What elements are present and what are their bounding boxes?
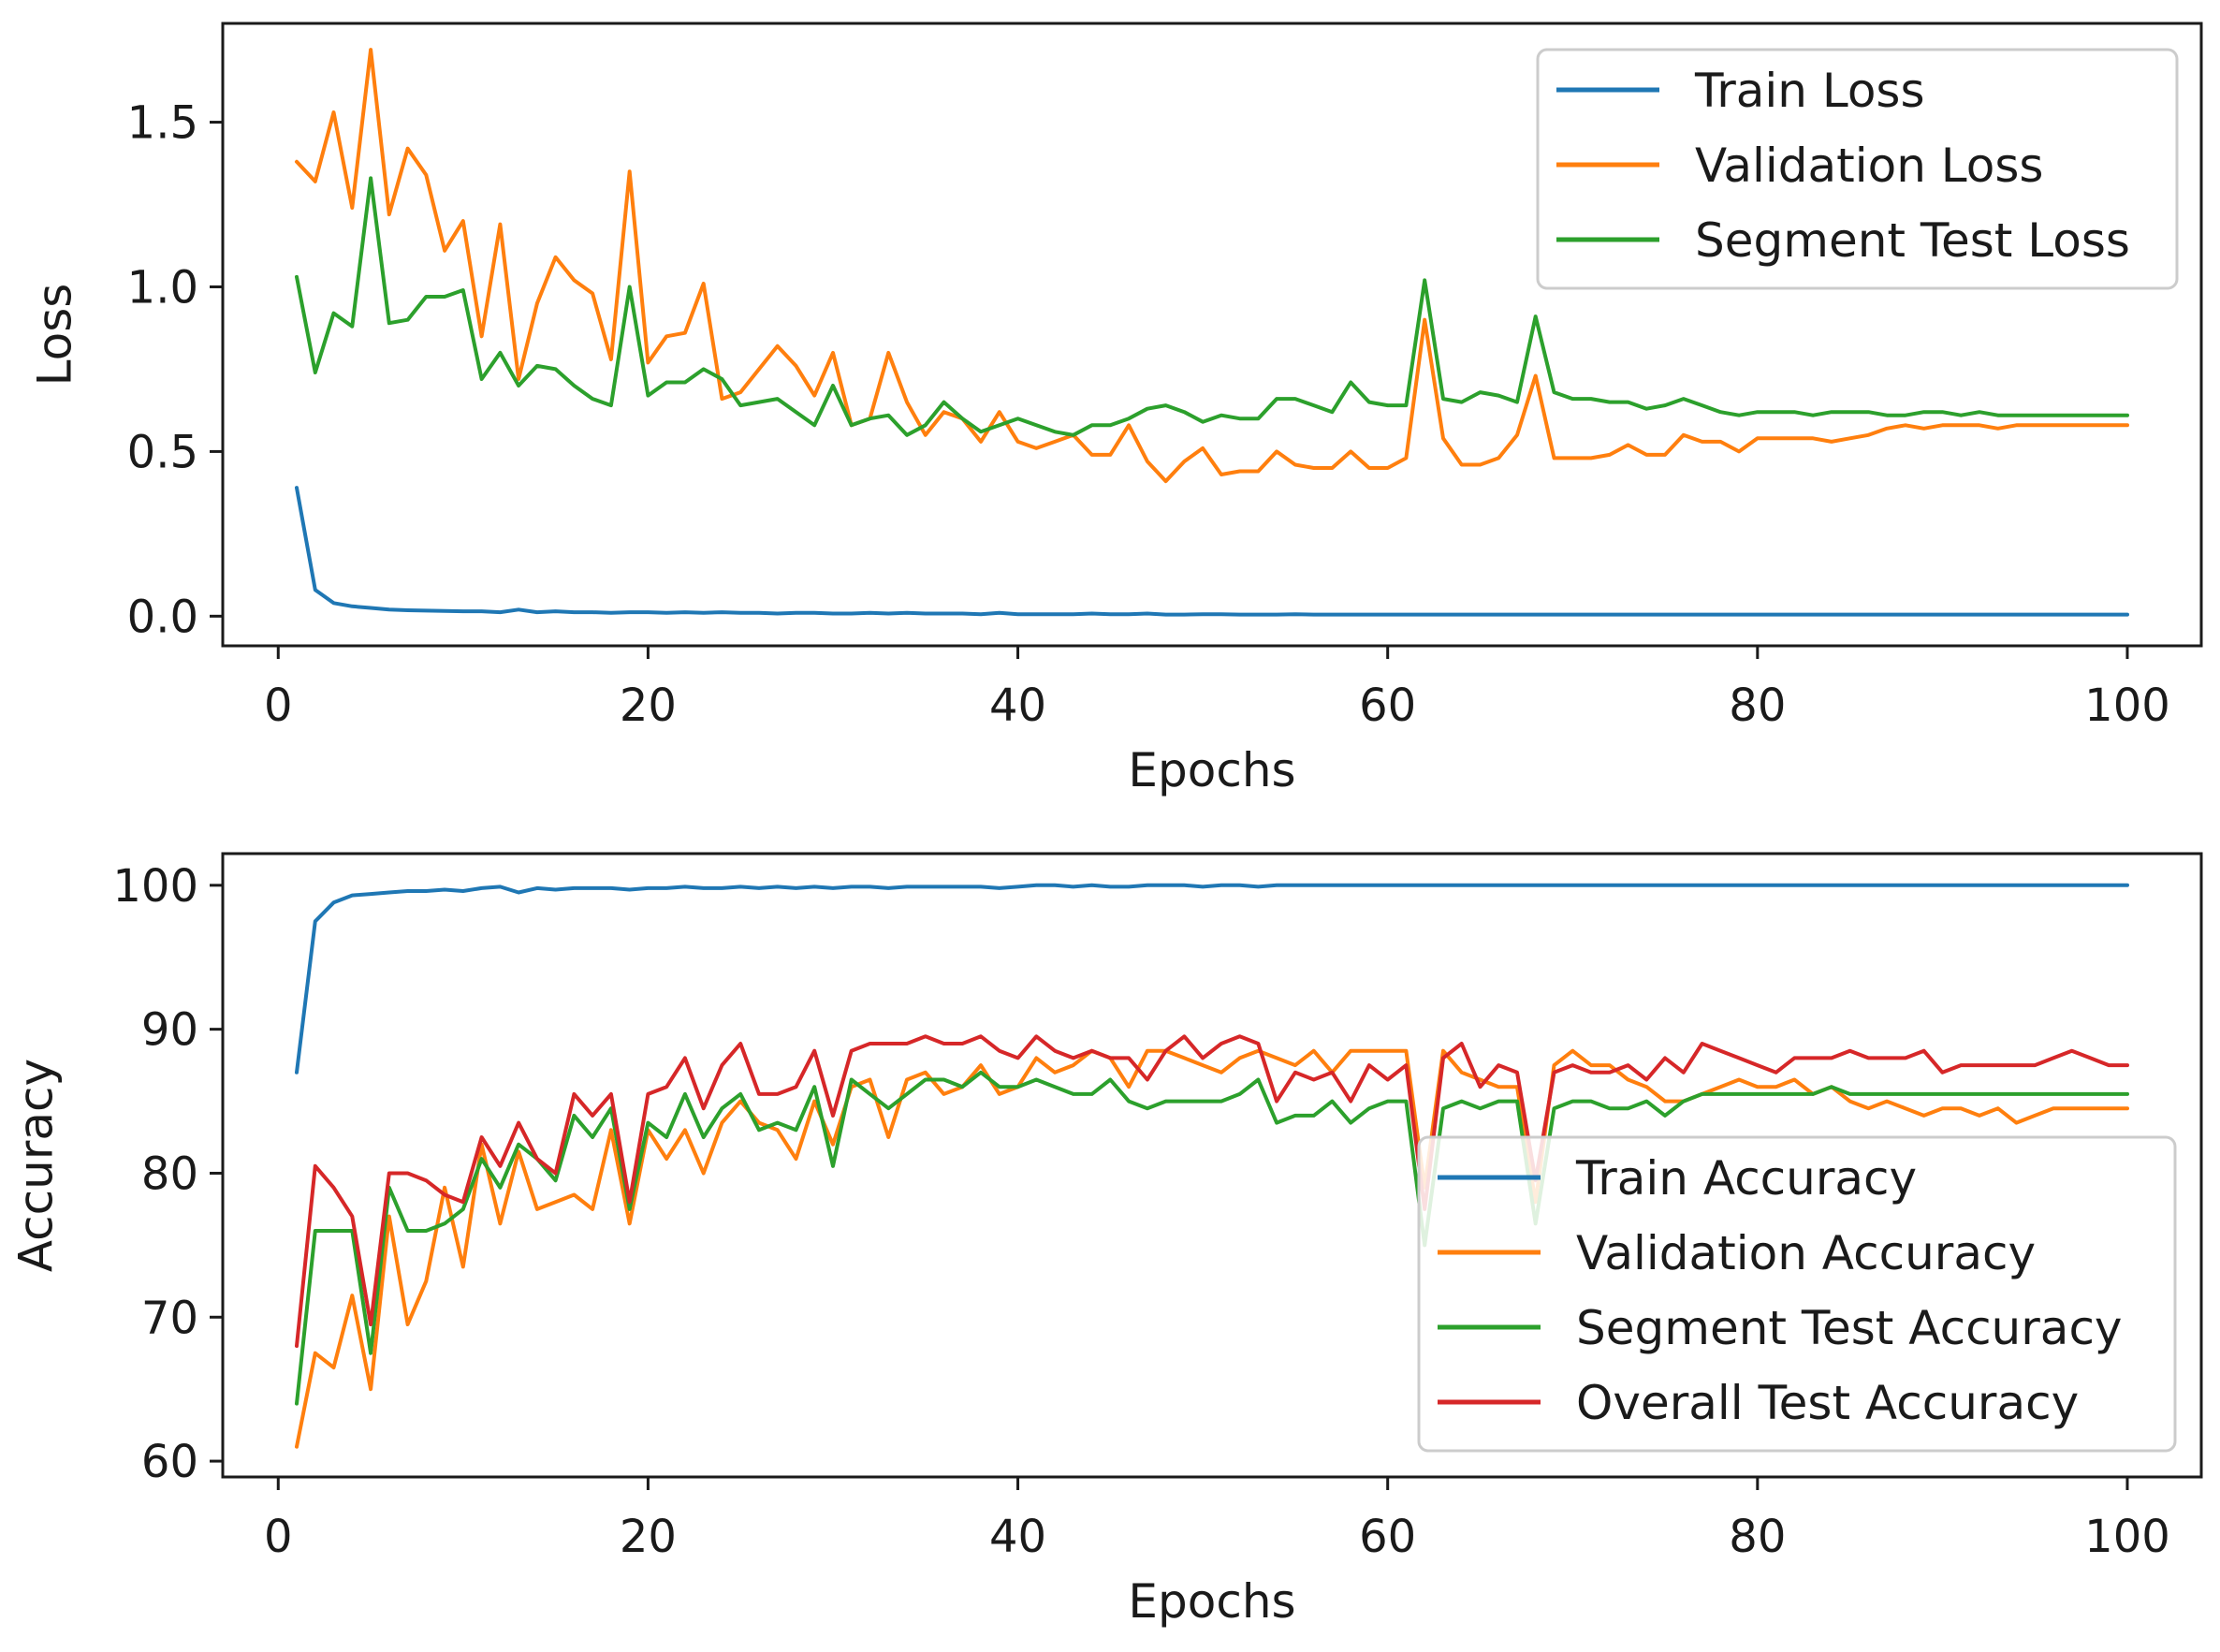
x-axis-label: Epochs (1128, 1574, 1295, 1629)
series-line-segment-test-accuracy (295, 1070, 2129, 1406)
plot-frame (221, 852, 2203, 1479)
legend-box (1536, 48, 2179, 290)
loss-chart: 0 20 40 60 80 100 0.0 0.5 1.0 1.5 Epochs Loss Train … (28, 22, 2203, 797)
legend-label: Validation Loss (1695, 139, 2043, 193)
series-line-validation-loss (295, 48, 2129, 484)
y-tick-label: 70 (141, 1292, 198, 1344)
x-tick-label: 0 (264, 680, 293, 732)
y-tick-label: 90 (141, 1004, 198, 1057)
x-tick-label: 80 (1729, 1511, 1786, 1563)
y-axis-label: Loss (28, 284, 82, 387)
series-line-segment-test-loss (295, 176, 2129, 437)
series-line-train-loss (295, 486, 2129, 617)
x-tick-label: 20 (620, 1511, 677, 1563)
legend-label: Segment Test Loss (1695, 213, 2130, 268)
x-axis-label: Epochs (1128, 743, 1295, 797)
x-tick-label: 20 (620, 680, 677, 732)
y-axis-label: Accuracy (9, 1059, 64, 1272)
legend-label: Overall Test Accuracy (1576, 1376, 2079, 1430)
legend-label: Validation Accuracy (1576, 1226, 2036, 1280)
y-tick-label: 1.0 (127, 261, 198, 314)
x-tick-label: 60 (1359, 680, 1416, 732)
x-tick-label: 100 (2084, 680, 2170, 732)
y-tick-label: 80 (141, 1148, 198, 1200)
legend: Train Accuracy Validation Accuracy Segment… (1417, 1135, 2177, 1453)
legend: Train Loss Validation Loss Segment Test Lo… (1536, 48, 2179, 290)
accuracy-chart: 0 20 40 60 80 100 60 70 80 90 100 Epochs Accuracy Tra… (9, 852, 2203, 1629)
series-line-overall-test-accuracy (295, 1034, 2129, 1348)
plot-frame (221, 22, 2203, 648)
y-tick-label: 100 (112, 860, 198, 913)
x-tick-label: 80 (1729, 680, 1786, 732)
y-tick-label: 0.0 (127, 591, 198, 643)
legend-label: Segment Test Accuracy (1576, 1301, 2123, 1355)
y-tick-label: 1.5 (127, 97, 198, 150)
series-lines (295, 883, 2129, 1449)
x-tick-label: 40 (989, 680, 1046, 732)
x-tick-label: 40 (989, 1511, 1046, 1563)
series-lines (295, 48, 2129, 617)
legend-label: Train Loss (1694, 64, 1925, 118)
x-tick-label: 100 (2084, 1511, 2170, 1563)
legend-box (1417, 1135, 2177, 1453)
series-line-train-accuracy (295, 883, 2129, 1075)
x-tick-label: 60 (1359, 1511, 1416, 1563)
legend-label: Train Accuracy (1575, 1151, 1917, 1206)
y-tick-label: 60 (141, 1436, 198, 1488)
x-tick-label: 0 (264, 1511, 293, 1563)
y-tick-label: 0.5 (127, 426, 198, 478)
